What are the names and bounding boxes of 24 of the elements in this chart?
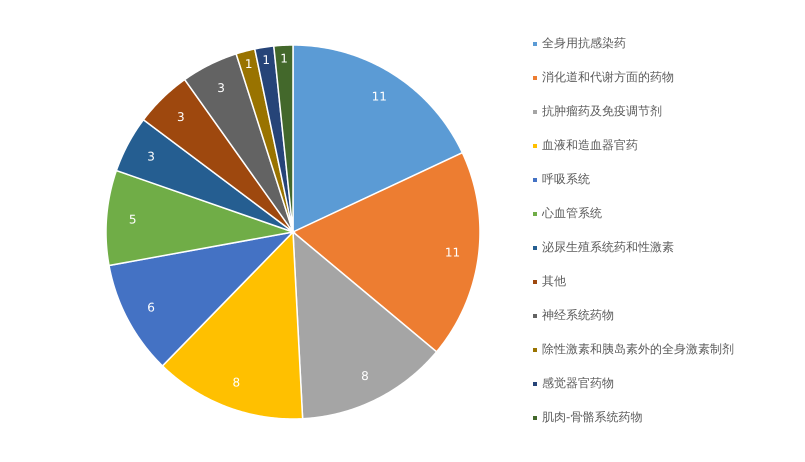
data-label: 1 — [262, 53, 270, 68]
legend-label: 心血管系统 — [541, 206, 602, 220]
legend-label: 呼吸系统 — [542, 172, 590, 186]
legend-label: 其他 — [542, 274, 566, 288]
data-label: 11 — [444, 246, 460, 260]
legend-label: 血液和造血器官药 — [542, 138, 638, 152]
legend-label: 全身用抗感染药 — [542, 36, 626, 50]
data-label: 11 — [372, 89, 387, 104]
data-label: 3 — [176, 110, 185, 124]
data-label: 5 — [128, 212, 136, 227]
data-label: 6 — [147, 300, 155, 315]
legend-label: 抗肿瘤药及免疫调节剂 — [542, 104, 662, 118]
legend-label: 感觉器官药物 — [542, 376, 614, 390]
legend-label: 肌肉-骨骼系统药物 — [542, 410, 642, 424]
legend-label: 神经系统药物 — [542, 308, 614, 322]
data-label: 8 — [232, 375, 240, 390]
legend-label: 泌尿生殖系统药和性激素 — [542, 240, 674, 254]
data-label: 1 — [244, 56, 253, 71]
data-label: 8 — [361, 368, 369, 383]
legend-label: 消化道和代谢方面的药物 — [542, 70, 674, 84]
data-label: 1 — [280, 51, 288, 66]
legend-label: 除性激素和胰岛素外的全身激素制剂 — [542, 342, 734, 356]
data-label: 3 — [217, 81, 225, 96]
data-label: 3 — [147, 149, 155, 164]
